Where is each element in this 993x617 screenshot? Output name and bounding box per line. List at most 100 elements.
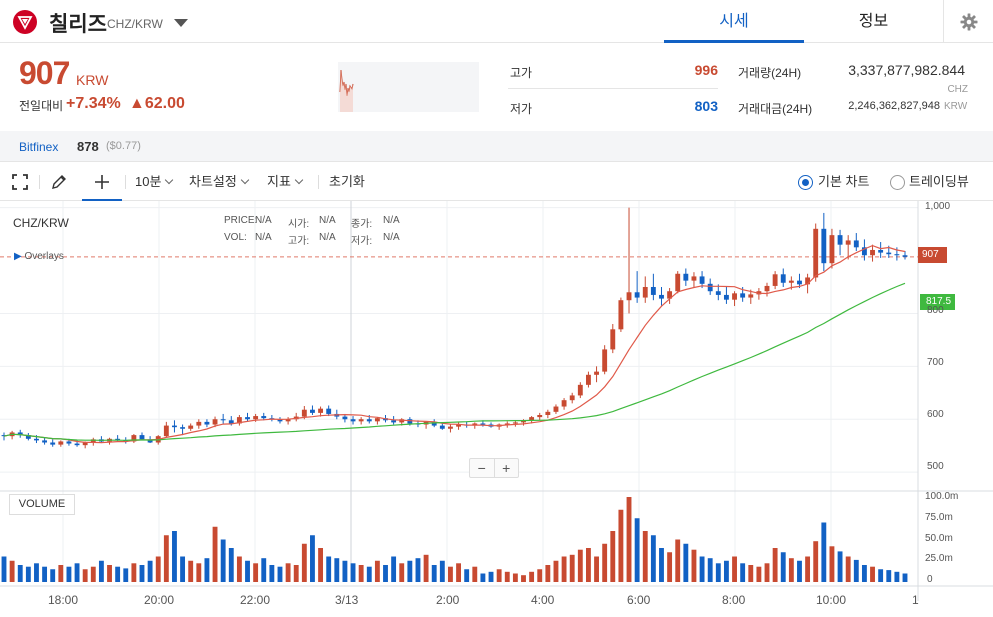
change-amount: ▲62.00 bbox=[129, 95, 185, 112]
exchange-price: 878 bbox=[77, 139, 99, 154]
volume-bar bbox=[326, 556, 332, 582]
tradingview-radio[interactable] bbox=[890, 175, 905, 190]
volume-bar bbox=[707, 558, 713, 582]
candle-body bbox=[634, 292, 640, 298]
volume-bar bbox=[147, 560, 153, 582]
volume-bar bbox=[245, 560, 250, 582]
zoom-out-button[interactable]: − bbox=[477, 460, 486, 476]
ma-long-line bbox=[3, 282, 906, 441]
basic-chart-label[interactable]: 기본 차트 bbox=[818, 174, 870, 189]
volume-bar bbox=[163, 535, 169, 582]
volume-bar bbox=[50, 569, 56, 582]
volume-bar bbox=[366, 566, 372, 582]
candle-body bbox=[220, 419, 226, 421]
price-chart[interactable] bbox=[0, 201, 993, 617]
candle-body bbox=[456, 424, 461, 427]
volume-bar bbox=[756, 566, 762, 582]
coin-select-chevron-down-icon[interactable] bbox=[174, 19, 188, 27]
candle-body bbox=[139, 435, 145, 440]
candle-body bbox=[569, 395, 575, 401]
volume-bar bbox=[448, 566, 453, 582]
candle-body bbox=[512, 422, 518, 424]
volume-bar bbox=[277, 566, 283, 582]
candle-body bbox=[391, 420, 397, 423]
volume-bar bbox=[269, 565, 275, 582]
volume-bar bbox=[261, 558, 267, 582]
volume-bar bbox=[699, 556, 705, 582]
volume-bar bbox=[650, 535, 656, 582]
low-value: 803 bbox=[694, 98, 718, 114]
legend-low-label: 저가: bbox=[351, 236, 373, 247]
legend-vol-value: N/A bbox=[255, 232, 272, 243]
candle-body bbox=[780, 274, 786, 283]
interval-select[interactable]: 10분 bbox=[135, 163, 174, 201]
volume-bar bbox=[837, 551, 843, 582]
volume-bar bbox=[512, 573, 518, 582]
candle-body bbox=[902, 255, 908, 257]
coin-name: 칠리즈 bbox=[49, 13, 107, 36]
volume-bar bbox=[342, 560, 348, 582]
chevron-down-icon bbox=[165, 175, 174, 185]
volume-bar bbox=[472, 566, 478, 582]
low-label: 저가 bbox=[510, 102, 533, 116]
candle-body bbox=[683, 273, 689, 281]
draw-button[interactable] bbox=[50, 163, 68, 201]
candle-body bbox=[585, 374, 591, 385]
crosshair-button[interactable] bbox=[82, 163, 122, 201]
volume-bar bbox=[285, 563, 291, 582]
volume-panel-label[interactable]: VOLUME bbox=[9, 494, 75, 515]
tab-price[interactable]: 시세 bbox=[664, 0, 804, 43]
volume-bar bbox=[155, 556, 161, 582]
fullscreen-button[interactable] bbox=[11, 163, 29, 201]
volume-bar bbox=[439, 560, 445, 582]
volume-axis-label: 25.0m bbox=[925, 553, 953, 564]
candle-body bbox=[261, 416, 267, 419]
reset-button[interactable]: 초기화 bbox=[329, 174, 365, 189]
indicators-select[interactable]: 지표 bbox=[267, 163, 304, 201]
volume-bar bbox=[561, 556, 567, 582]
volume-axis-label: 50.0m bbox=[925, 533, 953, 544]
legend-price-label: PRICE: bbox=[224, 215, 258, 226]
chart-settings-select[interactable]: 차트설정 bbox=[189, 163, 250, 201]
basic-chart-radio[interactable] bbox=[798, 175, 813, 190]
exchange-name[interactable]: Bitfinex bbox=[19, 140, 59, 154]
header-bar: 칠리즈 CHZ/KRW 시세 정보 bbox=[0, 0, 993, 43]
indicators-label: 지표 bbox=[267, 174, 291, 189]
stats-divider bbox=[508, 88, 718, 89]
tab-info[interactable]: 정보 bbox=[858, 13, 889, 30]
candle-body bbox=[407, 419, 413, 424]
volume-bar bbox=[675, 539, 681, 582]
volume-bar bbox=[772, 548, 778, 582]
candle-body bbox=[318, 408, 324, 413]
candle-body bbox=[310, 409, 315, 413]
volume-bar bbox=[488, 571, 494, 582]
volume-bar bbox=[464, 569, 470, 582]
candle-body bbox=[545, 411, 551, 416]
volume-bar bbox=[723, 560, 729, 582]
candle-body bbox=[610, 329, 616, 350]
volume-bar bbox=[569, 554, 575, 582]
volume-bar bbox=[301, 543, 307, 582]
price-axis-label: 600 bbox=[927, 409, 944, 420]
candle-body bbox=[74, 443, 80, 446]
exchange-bar: Bitfinex 878 ($0.77) bbox=[0, 131, 993, 162]
volume-bar bbox=[17, 565, 23, 582]
candle-body bbox=[448, 426, 453, 429]
interval-label: 10분 bbox=[135, 174, 162, 189]
candle-body bbox=[204, 421, 210, 425]
legend-close-value: N/A bbox=[383, 215, 400, 226]
time-axis-label: 6:00 bbox=[627, 593, 651, 607]
chart-pair-label: CHZ/KRW bbox=[13, 216, 69, 230]
price-axis-label: 800 bbox=[927, 305, 944, 316]
candle-body bbox=[34, 438, 39, 441]
volume-bar bbox=[504, 571, 510, 582]
candle-body bbox=[553, 406, 559, 412]
settings-button[interactable] bbox=[943, 0, 993, 43]
volume-bar bbox=[90, 566, 96, 582]
legend-vol-label: VOL: bbox=[224, 232, 247, 243]
overlays-toggle[interactable]: ▶ Overlays bbox=[14, 251, 64, 262]
tradingview-label[interactable]: 트레이딩뷰 bbox=[909, 174, 969, 189]
high-value: 996 bbox=[694, 62, 718, 78]
zoom-in-button[interactable]: + bbox=[493, 459, 519, 477]
price-axis-label: 700 bbox=[927, 357, 944, 368]
